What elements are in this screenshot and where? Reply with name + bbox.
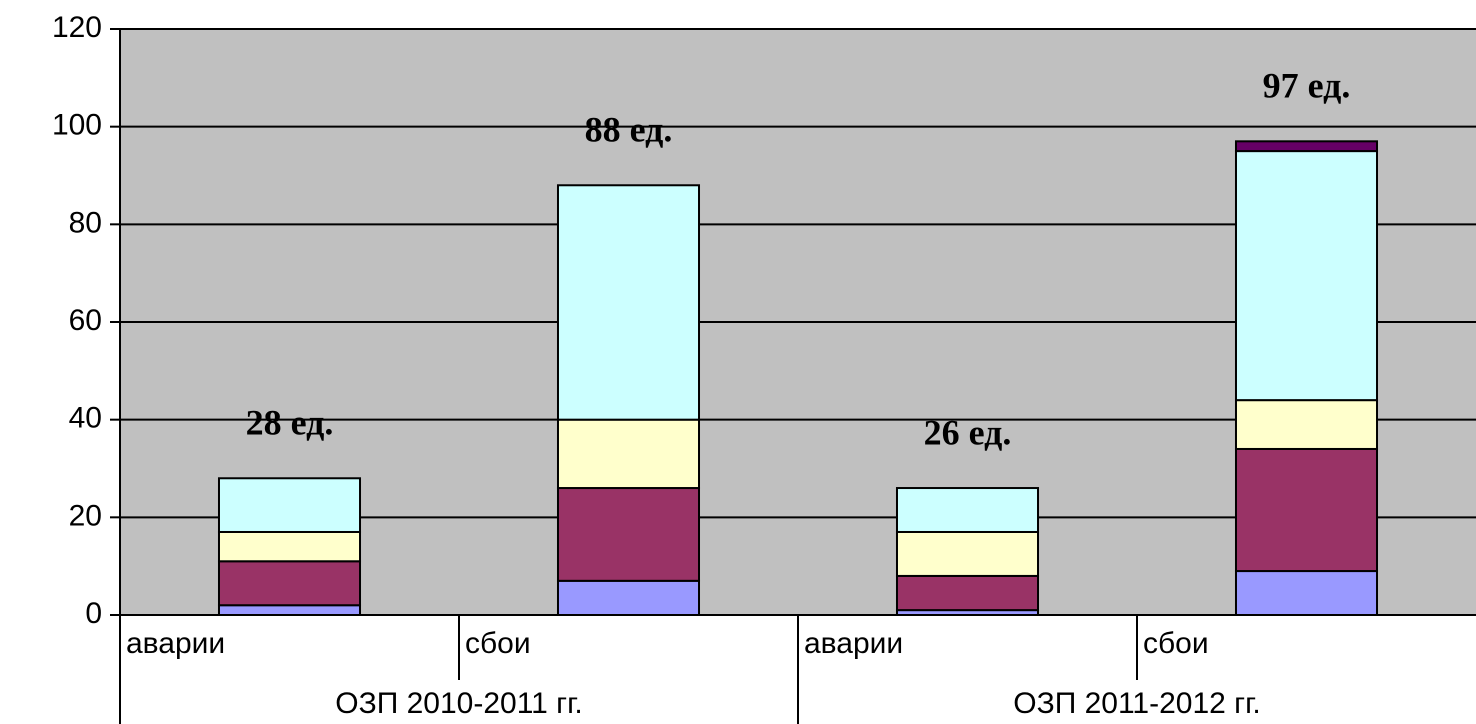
bar-segment: [1234, 140, 1379, 153]
y-tick-label: 60: [69, 304, 102, 337]
y-tick-label: 20: [69, 499, 102, 532]
y-tick-label: 80: [69, 206, 102, 239]
bar-segment: [1234, 447, 1379, 573]
y-tick-label: 120: [52, 11, 102, 44]
total-label: 88 ед.: [585, 110, 673, 150]
bar-segment: [895, 530, 1040, 577]
x-tick-label: сбои: [465, 627, 531, 660]
bar-segment: [217, 530, 362, 563]
group-label: ОЗП 2010-2011 гг.: [335, 687, 583, 720]
y-tick-label: 100: [52, 109, 102, 142]
total-label: 26 ед.: [924, 412, 1012, 452]
total-label: 97 ед.: [1263, 66, 1351, 106]
bar-segment: [1234, 570, 1379, 616]
x-tick-label: аварии: [126, 627, 225, 660]
bar-segment: [217, 604, 362, 617]
x-tick-label: сбои: [1143, 627, 1209, 660]
bar-segment: [556, 184, 701, 421]
bar-segment: [556, 579, 701, 616]
x-tick-label: аварии: [804, 627, 903, 660]
group-label: ОЗП 2011-2012 гг.: [1013, 687, 1261, 720]
bar-segment: [217, 560, 362, 607]
bar-segment: [556, 487, 701, 582]
bar-segment: [217, 477, 362, 533]
bar-segment: [895, 487, 1040, 533]
bar-segment: [895, 574, 1040, 612]
bar-segment: [556, 418, 701, 490]
total-label: 28 ед.: [246, 403, 334, 443]
bar-segment: [1234, 150, 1379, 402]
y-tick-label: 0: [85, 597, 102, 630]
y-tick-label: 40: [69, 402, 102, 435]
bar-segment: [1234, 399, 1379, 450]
